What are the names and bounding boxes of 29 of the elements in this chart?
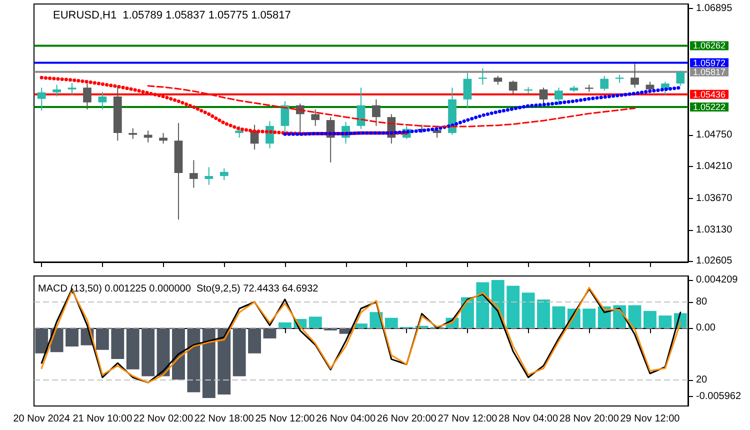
x-tick-label: 26 Nov 04:00	[316, 414, 376, 424]
y-tick-label: 1.06895	[696, 2, 733, 14]
x-tick-label: 22 Nov 18:00	[194, 414, 254, 424]
x-tick-label: 25 Nov 12:00	[255, 414, 316, 424]
y-tick-label: 1.04750	[696, 129, 733, 140]
y-tick-label: 0.00	[696, 322, 716, 334]
x-tick-label: 27 Nov 12:00	[438, 414, 498, 424]
ref-line-label: 1.05222	[693, 102, 726, 112]
annotation: MACD (13,50) 0.001225 0.000000 Sto(9,2,5) 72.4433 64.6932	[38, 284, 319, 294]
x-tick-label: 22 Nov 02:00	[134, 414, 194, 424]
ref-line-label: 1.06262	[693, 40, 726, 51]
x-tick-label: 21 Nov 10:00	[72, 414, 133, 424]
x-tick-label: 26 Nov 20:00	[376, 414, 437, 424]
ref-line-label: 1.05817	[693, 66, 726, 77]
y-tick-label: 1.03670	[696, 192, 733, 204]
y-tick-label: -0.005962	[696, 390, 742, 402]
x-tick-label: 28 Nov 04:00	[498, 414, 558, 424]
text: EURUSD,H1 1.05789 1.05837 1.05775 1.05817	[53, 10, 291, 22]
y2-tick-label: 80	[696, 296, 708, 308]
y-tick-label: 1.04210	[696, 161, 733, 172]
x-tick-label: 29 Nov 12:00	[620, 414, 680, 424]
y-tick-label: 0.004209	[696, 274, 738, 286]
x-tick-label: 28 Nov 20:00	[559, 414, 620, 424]
ref-line-label: 1.05436	[693, 89, 726, 100]
x-tick-label: 20 Nov 2024	[13, 414, 70, 424]
y2-tick-label: 20	[696, 374, 708, 386]
y-tick-label: 1.02605	[696, 256, 733, 267]
y-tick-label: 1.03130	[696, 224, 733, 236]
ref-line-label: 1.05972	[693, 58, 726, 68]
